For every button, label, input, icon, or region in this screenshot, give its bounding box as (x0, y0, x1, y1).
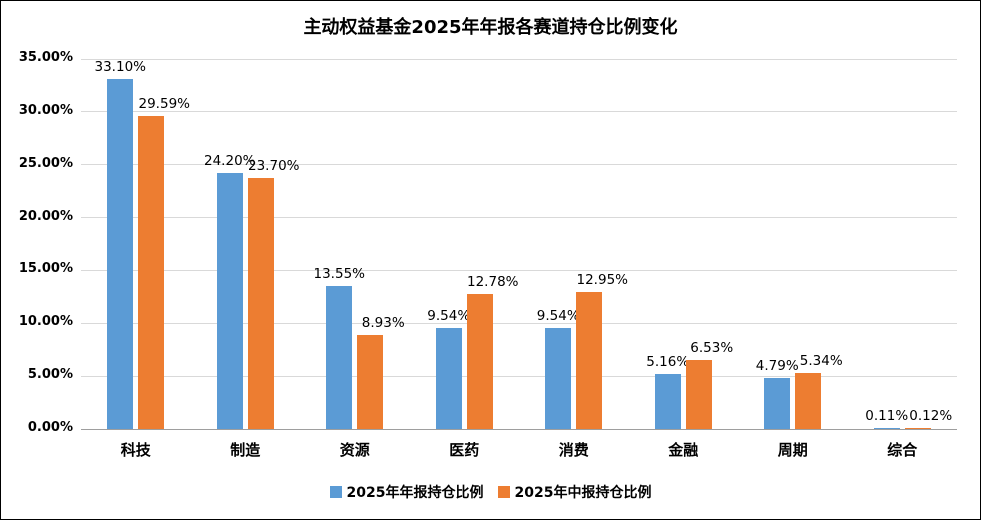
data-label: 24.20% (204, 153, 256, 170)
bar (107, 79, 134, 429)
legend-label: 2025年年报持仓比例 (346, 485, 484, 501)
y-tick-label: 10.00% (18, 314, 73, 330)
bar (466, 293, 493, 429)
category-label: 综合 (887, 441, 918, 459)
y-tick-label: 35.00% (18, 50, 73, 65)
bar (357, 334, 384, 429)
category-label: 金融 (668, 441, 699, 459)
legend-swatch-icon (329, 486, 342, 498)
category-label: 消费 (558, 441, 589, 459)
bar (247, 178, 274, 429)
legend: 2025年年报持仓比例 2025年中报持仓比例 (1, 482, 980, 502)
y-tick-label: 15.00% (18, 261, 73, 277)
data-label: 29.59% (138, 96, 190, 113)
bar (873, 427, 900, 429)
y-tick-label: 20.00% (18, 208, 73, 224)
category-label: 周期 (777, 441, 808, 459)
data-label: 4.79% (755, 358, 799, 375)
gridline (81, 217, 957, 219)
legend-item: 2025年年报持仓比例 (329, 482, 484, 502)
data-label: 0.11% (865, 407, 909, 424)
gridline (81, 322, 957, 324)
plot-area: 33.10% 24.20% 13.55% 9.54% 9.54% 5.16% 4.79% 0.… (81, 58, 957, 430)
gridline (81, 164, 957, 166)
data-label: 5.16% (646, 354, 690, 371)
bar (685, 359, 712, 429)
y-tick-label: 0.00% (27, 420, 73, 435)
legend-label: 2025年中报持仓比例 (514, 485, 652, 501)
y-tick-label: 5.00% (27, 367, 73, 383)
category-label: 资源 (339, 441, 370, 459)
bar (435, 328, 462, 429)
category-label: 科技 (120, 441, 151, 459)
y-tick-label: 30.00% (18, 102, 73, 118)
data-label: 9.54% (536, 308, 580, 325)
bar (795, 372, 822, 429)
chart-title: 主动权益基金2025年年报各赛道持仓比例变化 (303, 17, 678, 38)
bar (326, 285, 353, 429)
bar (216, 173, 243, 429)
data-label: 5.34% (799, 352, 843, 369)
gridline (81, 269, 957, 271)
data-label: 0.12% (909, 407, 953, 424)
category-label: 制造 (230, 441, 261, 459)
gridline (81, 58, 957, 60)
gridline (81, 375, 957, 377)
category-label: 医药 (449, 441, 480, 459)
gridline (81, 428, 957, 430)
data-label: 23.70% (248, 158, 300, 175)
data-label: 33.10% (94, 59, 146, 76)
y-tick-label: 25.00% (18, 155, 73, 171)
bar (576, 292, 603, 429)
bar (654, 374, 681, 429)
data-label: 12.78% (467, 273, 519, 290)
bar (764, 378, 791, 429)
data-label: 6.53% (690, 339, 734, 356)
data-label: 8.93% (361, 314, 405, 331)
data-label: 13.55% (313, 265, 365, 282)
bar (904, 427, 931, 429)
data-label: 12.95% (576, 272, 628, 289)
legend-item: 2025年中报持仓比例 (497, 482, 652, 502)
bar (138, 116, 165, 429)
legend-swatch-icon (497, 486, 510, 498)
data-label: 9.54% (427, 308, 471, 325)
bar (545, 328, 572, 429)
gridline (81, 111, 957, 113)
